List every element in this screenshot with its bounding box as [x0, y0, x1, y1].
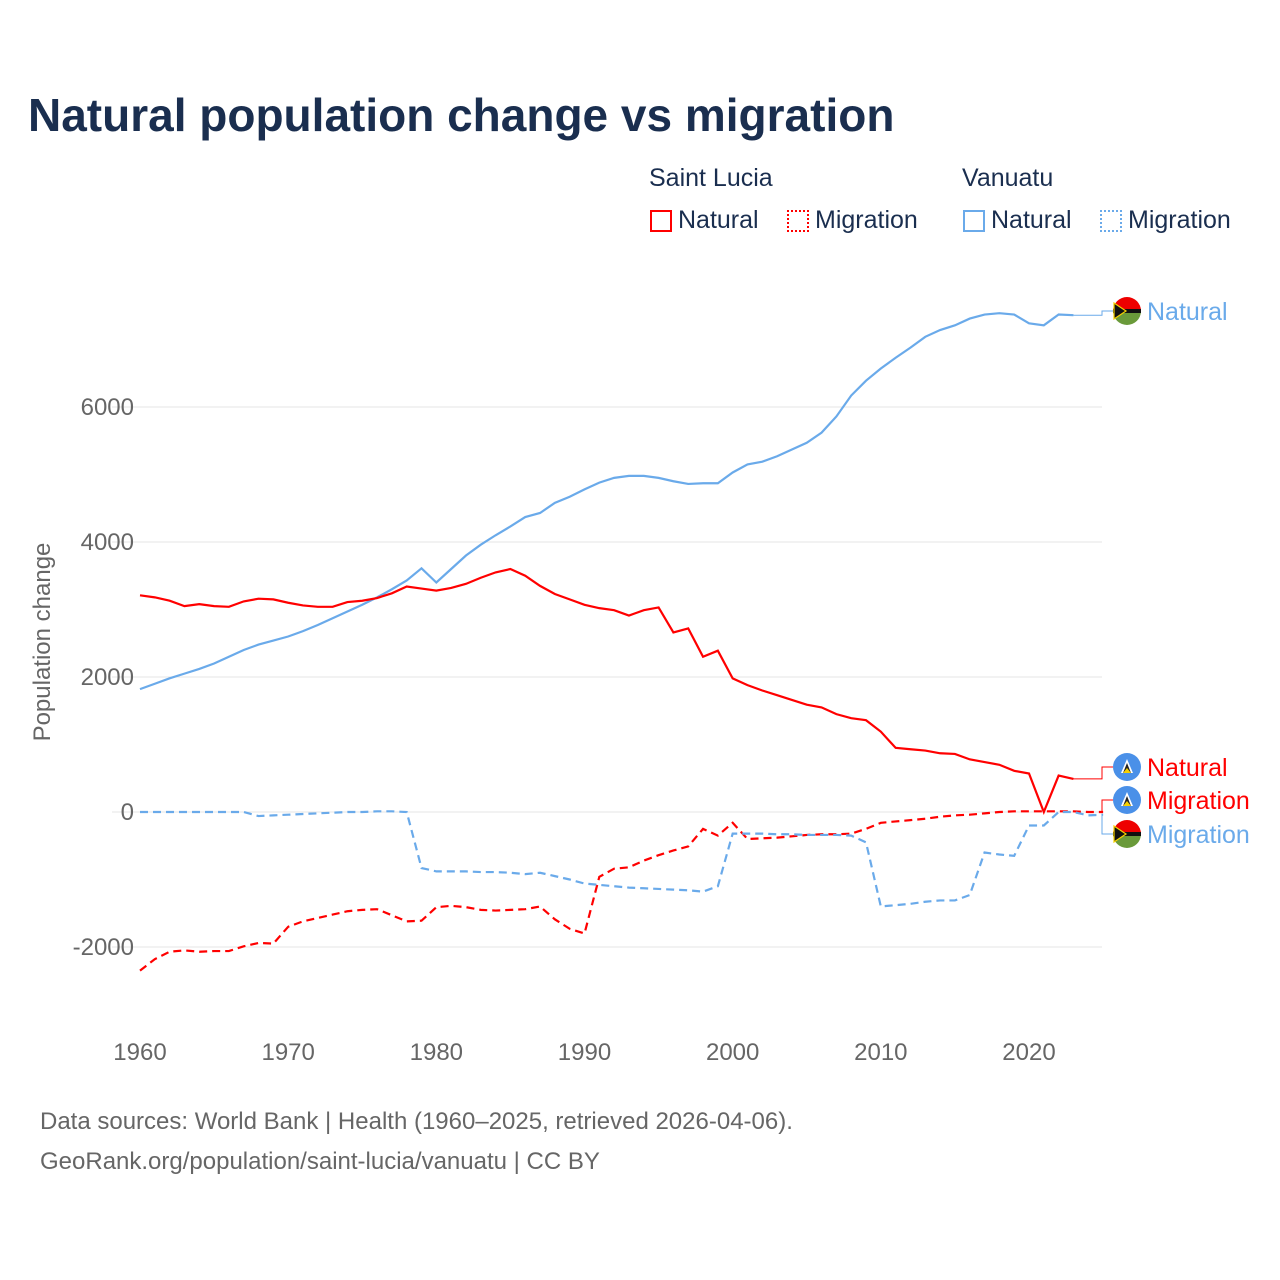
- legend-vanuatu-natural[interactable]: Natural: [963, 206, 1072, 235]
- legend-swatch-dotted-red: [787, 209, 809, 232]
- end-label: Natural: [1147, 754, 1228, 782]
- chart-title: Natural population change vs migration: [28, 89, 895, 141]
- end-label-connector: [1073, 310, 1113, 316]
- series-line-saint-lucia-migration[interactable]: [139, 810, 1104, 972]
- x-tick-label: 2010: [854, 1039, 907, 1066]
- vanuatu-flag-icon: [1113, 820, 1141, 848]
- end-label: Migration: [1147, 787, 1250, 815]
- x-tick-label: 1990: [558, 1039, 611, 1066]
- x-tick-label: 1970: [261, 1039, 314, 1066]
- x-tick-label: 2020: [1002, 1039, 1055, 1066]
- y-tick-label: -2000: [73, 934, 134, 961]
- end-label-connector: [1101, 814, 1113, 835]
- x-tick-label: 1980: [410, 1039, 463, 1066]
- legend-label: Migration: [815, 206, 918, 234]
- legend-label: Natural: [991, 206, 1072, 234]
- y-tick-label: 6000: [81, 394, 134, 421]
- series-line-vanuatu-natural[interactable]: [139, 312, 1074, 691]
- saint-lucia-flag-icon: [1113, 753, 1141, 781]
- footer-url[interactable]: GeoRank.org/population/saint-lucia/vanua…: [40, 1148, 600, 1175]
- end-label-connector: [1101, 799, 1113, 813]
- legend-label: Migration: [1128, 206, 1231, 234]
- legend-saint-lucia-natural[interactable]: Natural: [650, 206, 759, 235]
- y-tick-label: 4000: [81, 529, 134, 556]
- legend-group-vanuatu: Vanuatu: [962, 164, 1054, 192]
- legend-label: Natural: [678, 206, 759, 234]
- series-line-vanuatu-migration[interactable]: [140, 810, 1104, 908]
- legend-vanuatu-migration[interactable]: Migration: [1100, 206, 1231, 235]
- vanuatu-flag-icon: [1113, 297, 1141, 325]
- legend-swatch-dotted-blue: [1100, 209, 1122, 232]
- series-line-saint-lucia-natural[interactable]: [139, 567, 1074, 815]
- legend-group-saint-lucia: Saint Lucia: [649, 164, 773, 192]
- end-label: Natural: [1147, 298, 1228, 326]
- y-tick-label: 0: [121, 799, 134, 826]
- footer-sources: Data sources: World Bank | Health (1960–…: [40, 1108, 793, 1135]
- legend-swatch-solid-blue: [963, 209, 985, 232]
- saint-lucia-flag-icon: [1113, 786, 1141, 814]
- x-tick-label: 2000: [706, 1039, 759, 1066]
- end-label: Migration: [1147, 821, 1250, 849]
- x-tick-label: 1960: [113, 1039, 166, 1066]
- y-tick-label: 2000: [81, 664, 134, 691]
- end-label-connector: [1073, 766, 1113, 780]
- legend-saint-lucia-migration[interactable]: Migration: [787, 206, 918, 235]
- y-axis-label: Population change: [29, 543, 56, 742]
- legend-swatch-solid-red: [650, 209, 672, 232]
